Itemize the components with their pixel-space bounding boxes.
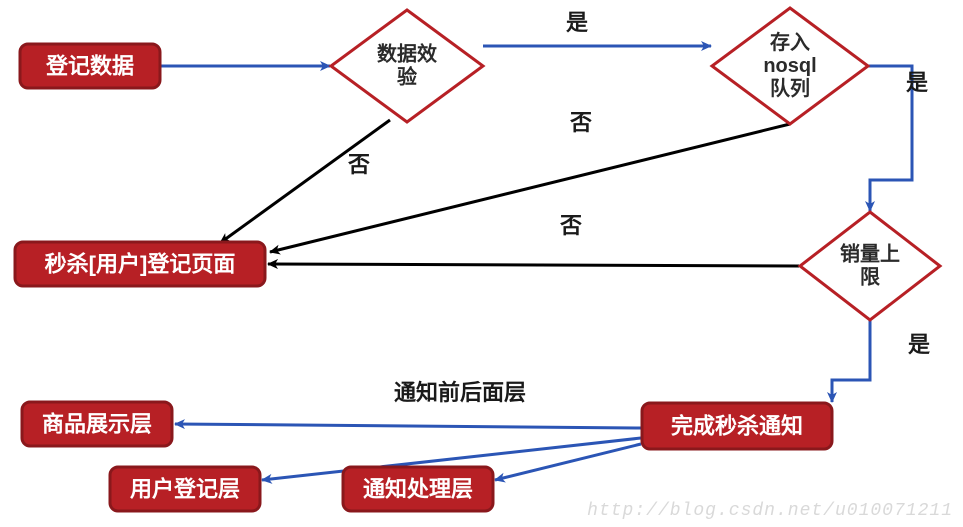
node-register_page-text: 秒杀[用户]登记页面 bbox=[45, 252, 236, 277]
node-user_layer-text: 用户登记层 bbox=[130, 477, 240, 502]
node-sales_limit-text: 销量上 bbox=[840, 242, 900, 266]
edge-sales_limit-register_page bbox=[268, 264, 799, 266]
flowchart-canvas: 登记数据 数据效验 存入nosql队列销量上限 秒杀[用户]登记页面完成秒杀通知 商品展… bbox=[0, 0, 963, 527]
label-notify: 通知前后面层 bbox=[394, 380, 526, 405]
edge-validate-register_page bbox=[220, 120, 390, 243]
label-no1: 否 bbox=[347, 152, 370, 177]
edge-sales_limit-finish_notice bbox=[832, 320, 870, 402]
node-register_data-text: 登记数据 bbox=[45, 54, 134, 79]
node-sales_limit-text: 限 bbox=[860, 266, 880, 289]
label-no3: 否 bbox=[559, 213, 582, 238]
node-nosql-text: 存入 bbox=[770, 30, 810, 54]
node-finish_notice-text: 完成秒杀通知 bbox=[671, 414, 803, 439]
node-nosql-text: nosql bbox=[763, 55, 816, 77]
watermark: http://blog.csdn.net/u010071211 bbox=[587, 501, 953, 521]
edge-nosql-register_page bbox=[270, 124, 790, 252]
label-no2: 否 bbox=[569, 110, 592, 135]
node-validate-text: 数据效 bbox=[377, 42, 437, 66]
label-yes3: 是 bbox=[908, 332, 930, 357]
label-yes1: 是 bbox=[566, 10, 588, 35]
edge-finish_notice-notify_layer bbox=[495, 444, 641, 480]
node-product_layer-text: 商品展示层 bbox=[42, 412, 152, 437]
label-yes2: 是 bbox=[906, 70, 928, 95]
node-validate-text: 验 bbox=[397, 65, 417, 89]
edge-finish_notice-product_layer bbox=[175, 424, 641, 428]
node-nosql-text: 队列 bbox=[770, 76, 810, 100]
node-notify_layer-text: 通知处理层 bbox=[363, 477, 473, 502]
